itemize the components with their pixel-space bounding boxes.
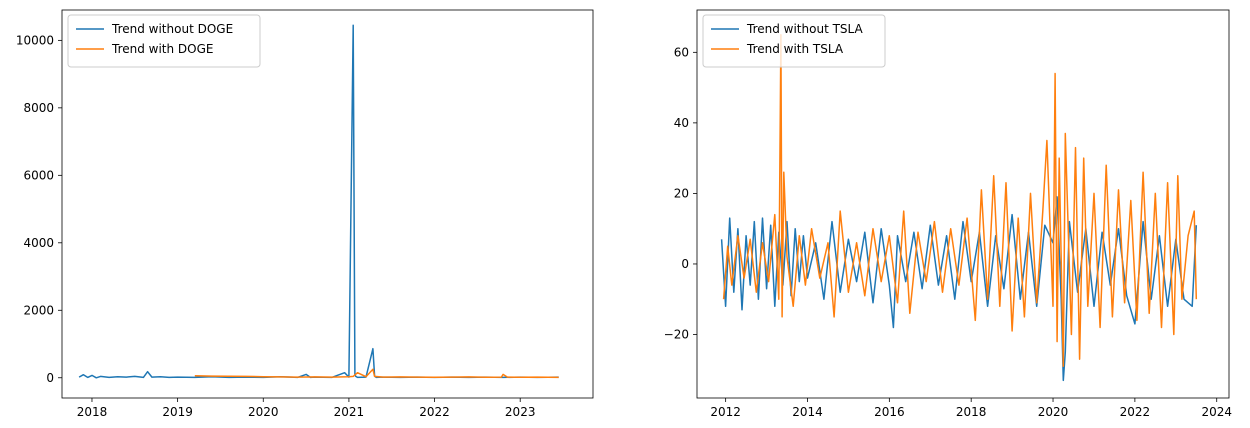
chart-0-legend-label-1: Trend with DOGE (111, 42, 214, 56)
chart-1-y-tick-label-1: 0 (681, 257, 689, 271)
chart-1-y-tick-label-3: 40 (674, 116, 689, 130)
chart-1-x-tick-label-0: 2012 (710, 405, 741, 419)
chart-0-y-tick-label-0: 0 (46, 371, 54, 385)
chart-1-legend-label-0: Trend without TSLA (746, 22, 863, 36)
chart-1-legend-box (702, 14, 886, 68)
chart-0-y-tick-label-1: 2000 (23, 303, 54, 317)
chart-1-axes-frame (696, 9, 1230, 399)
chart-tsla-trend: 2012 2014 2016 2018 2020 2022 2024 −20 0 20 40 60 Tr… (664, 9, 1232, 419)
chart-0-x-tick-label-0: 2018 (77, 405, 108, 419)
chart-0-legend-box (67, 14, 261, 68)
chart-1-x-tick-label-1: 2014 (792, 405, 823, 419)
chart-0-y-tick-label-2: 4000 (23, 236, 54, 250)
chart-0-legend: Trend without DOGE Trend with DOGE (67, 14, 261, 68)
chart-0-x-tick-label-5: 2023 (505, 405, 536, 419)
chart-1-x-tick-label-2: 2016 (874, 405, 905, 419)
chart-1-x-tick-label-6: 2024 (1201, 405, 1232, 419)
chart-1-series-line-1 (722, 33, 1198, 368)
chart-1-y-tick-label-0: −20 (664, 328, 689, 342)
chart-1-series-line-0 (720, 196, 1198, 382)
chart-0-x-tick-label-1: 2019 (162, 405, 193, 419)
chart-1-x-tick-label-3: 2018 (956, 405, 987, 419)
chart-1-y-tick-label-2: 20 (674, 186, 689, 200)
chart-1-legend: Trend without TSLA Trend with TSLA (702, 14, 886, 68)
chart-0-x-tick-label-3: 2021 (334, 405, 365, 419)
chart-0-legend-label-0: Trend without DOGE (111, 22, 233, 36)
chart-0-y-tick-label-5: 10000 (16, 33, 54, 47)
chart-0-y-tick-label-4: 8000 (23, 101, 54, 115)
chart-1-x-tick-label-4: 2020 (1038, 405, 1069, 419)
chart-0-series-line-1 (194, 368, 559, 379)
chart-0-y-tick-label-3: 6000 (23, 168, 54, 182)
chart-0-axes-frame (61, 9, 594, 399)
chart-doge-trend: 2018 2019 2020 2021 2022 2023 0 2000 4000 6000 800… (16, 9, 594, 419)
chart-0-x-tick-label-4: 2022 (419, 405, 450, 419)
chart-1-y-tick-label-4: 60 (674, 45, 689, 59)
chart-1-x-tick-label-5: 2022 (1120, 405, 1151, 419)
chart-0-x-tick-label-2: 2020 (248, 405, 279, 419)
chart-1-legend-label-1: Trend with TSLA (746, 42, 844, 56)
